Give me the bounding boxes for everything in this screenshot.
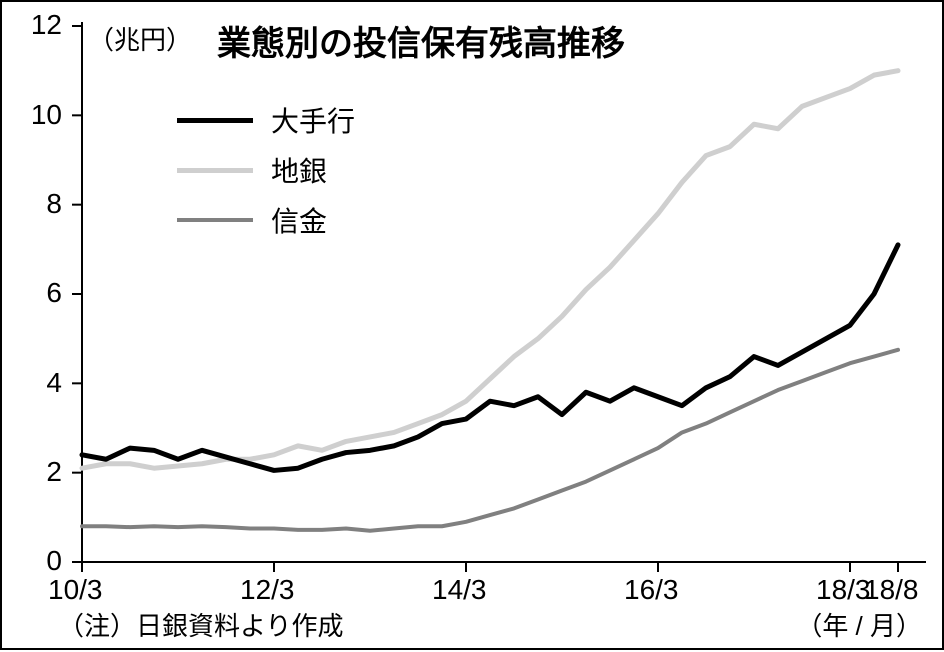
y-tick-label: 8 [46, 188, 62, 220]
series-ootegin [82, 245, 898, 471]
x-tick-label: 14/3 [432, 574, 522, 606]
legend-label: 地銀 [271, 150, 327, 190]
chart-title: 業態別の投信保有残高推移 [217, 16, 625, 65]
y-tick-label: 2 [46, 456, 62, 488]
legend-label: 信金 [271, 200, 327, 240]
chart-frame: 業態別の投信保有残高推移 （兆円） 大手行地銀信金 0 2 4 6 8 10 12 10/3… [0, 0, 944, 650]
y-tick-label: 12 [31, 9, 62, 41]
y-tick-label: 0 [46, 545, 62, 577]
legend-item-chigin: 地銀 [177, 150, 355, 190]
x-tick-label: 10/3 [48, 574, 138, 606]
y-tick-label: 6 [46, 277, 62, 309]
y-tick-label: 10 [31, 99, 62, 131]
legend-label: 大手行 [271, 100, 355, 140]
chart-source-note: （注）日銀資料より作成 [58, 606, 343, 643]
legend-swatch [177, 168, 253, 173]
legend: 大手行地銀信金 [177, 100, 355, 250]
legend-item-shinkin: 信金 [177, 200, 355, 240]
x-tick-label: 16/3 [624, 574, 714, 606]
legend-item-ootegin: 大手行 [177, 100, 355, 140]
legend-swatch [177, 118, 253, 123]
x-tick-label: 12/3 [240, 574, 330, 606]
x-tick-label: 18/8 [864, 574, 944, 606]
x-axis-unit-label: （年 / 月） [796, 606, 922, 643]
line-chart-svg [2, 2, 944, 652]
y-tick-label: 4 [46, 367, 62, 399]
y-axis-unit-label: （兆円） [88, 20, 192, 57]
legend-swatch [177, 218, 253, 222]
